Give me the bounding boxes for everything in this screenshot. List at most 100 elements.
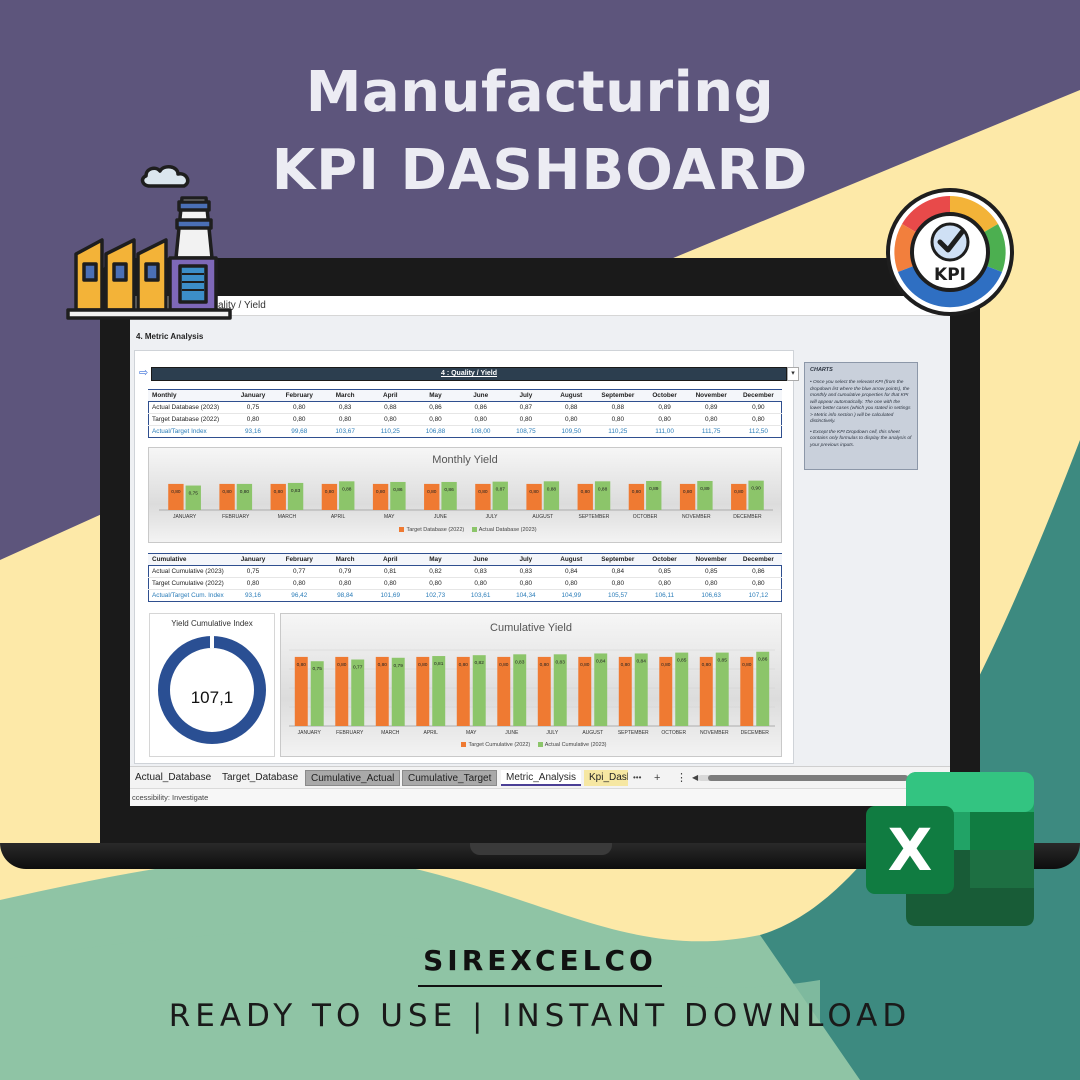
table-cell[interactable]: 103,61 bbox=[458, 589, 504, 602]
table-cell[interactable]: 0,80 bbox=[641, 413, 688, 426]
table-cell[interactable]: 103,67 bbox=[322, 425, 368, 438]
tab-kpi-dashboard[interactable]: Kpi_Dash bbox=[584, 770, 628, 786]
table-cell[interactable]: 93,16 bbox=[229, 589, 277, 602]
table-cell[interactable]: 0,85 bbox=[641, 565, 688, 578]
table-cell[interactable]: 111,75 bbox=[687, 425, 735, 438]
table-cell[interactable]: 0,80 bbox=[458, 413, 504, 426]
table-cell[interactable]: 0,75 bbox=[229, 401, 277, 414]
table-cell[interactable]: 101,69 bbox=[367, 589, 413, 602]
table-cell[interactable]: 0,80 bbox=[503, 577, 549, 590]
table-cell[interactable]: 0,80 bbox=[322, 413, 368, 426]
table-cell[interactable]: 0,80 bbox=[641, 577, 688, 590]
kpi-dropdown[interactable]: 4 : Quality / Yield bbox=[151, 367, 787, 381]
table-cell[interactable]: 0,80 bbox=[276, 401, 323, 414]
table-cell[interactable]: 0,88 bbox=[594, 401, 642, 414]
table-cell[interactable]: 0,80 bbox=[322, 577, 368, 590]
table-cell[interactable]: 0,80 bbox=[458, 577, 504, 590]
table-cell[interactable]: 0,89 bbox=[687, 401, 735, 414]
table-cell[interactable]: 102,73 bbox=[412, 589, 459, 602]
table-cell[interactable]: 99,68 bbox=[276, 425, 323, 438]
table-cell[interactable]: 110,25 bbox=[367, 425, 413, 438]
accessibility-status[interactable]: ccessibility: Investigate bbox=[132, 793, 209, 802]
table-cell[interactable]: 106,11 bbox=[641, 589, 688, 602]
table-cell[interactable]: 0,89 bbox=[641, 401, 688, 414]
table-cell[interactable]: 107,12 bbox=[734, 589, 782, 602]
table-cell[interactable]: 112,50 bbox=[734, 425, 782, 438]
table-cell[interactable]: 0,80 bbox=[734, 413, 782, 426]
formula-bar[interactable]: ality / Yield bbox=[130, 296, 950, 316]
table-cell[interactable]: 0,80 bbox=[687, 413, 735, 426]
table-cell[interactable]: 0,84 bbox=[548, 565, 595, 578]
tab-metric-analysis[interactable]: Metric_Analysis bbox=[501, 770, 582, 786]
more-tabs-icon[interactable]: ••• bbox=[633, 773, 642, 782]
table-cell[interactable]: 0,80 bbox=[276, 577, 323, 590]
table-cell[interactable]: 0,80 bbox=[412, 577, 459, 590]
table-cell[interactable]: 104,34 bbox=[503, 589, 549, 602]
table-cell[interactable]: 0,86 bbox=[734, 565, 782, 578]
table-cell[interactable]: 0,84 bbox=[594, 565, 642, 578]
hero-title-line1: Manufacturing bbox=[305, 60, 775, 125]
table-cell[interactable]: 110,25 bbox=[594, 425, 642, 438]
analysis-panel: ⇨ 4 : Quality / Yield ▾ Monthly January F… bbox=[134, 350, 799, 764]
table-cell[interactable]: 0,88 bbox=[548, 401, 595, 414]
kpi-gauge-icon: KPI bbox=[886, 188, 1014, 316]
bar-data-label: 0,88 bbox=[342, 486, 352, 492]
table-cell[interactable]: 93,16 bbox=[229, 425, 277, 438]
tab-target-database[interactable]: Target_Database bbox=[222, 772, 299, 783]
table-cell[interactable]: 0,80 bbox=[594, 577, 642, 590]
table-cell[interactable]: 0,80 bbox=[367, 577, 413, 590]
table-cell[interactable]: 104,99 bbox=[548, 589, 595, 602]
tab-cumulative-actual[interactable]: Cumulative_Actual bbox=[305, 770, 401, 786]
month-header: March bbox=[322, 389, 368, 402]
table-cell[interactable]: 108,00 bbox=[458, 425, 504, 438]
table-header-row: Monthly January February March April May June… bbox=[148, 389, 782, 402]
table-cell[interactable]: 0,83 bbox=[503, 565, 549, 578]
chart-bar bbox=[219, 483, 235, 510]
legend-label: Actual Database (2023) bbox=[478, 527, 537, 533]
table-cell[interactable]: 0,80 bbox=[503, 413, 549, 426]
scroll-left-icon[interactable]: ◀ bbox=[692, 773, 699, 782]
table-cell[interactable]: 0,75 bbox=[229, 565, 277, 578]
table-cell[interactable]: 0,80 bbox=[548, 413, 595, 426]
table-cell[interactable]: 0,79 bbox=[322, 565, 368, 578]
table-cell[interactable]: 0,80 bbox=[229, 577, 277, 590]
table-cell[interactable]: 0,80 bbox=[594, 413, 642, 426]
horizontal-scrollbar[interactable] bbox=[698, 775, 942, 781]
table-cell[interactable]: 0,88 bbox=[367, 401, 413, 414]
table-cell[interactable]: 0,80 bbox=[734, 577, 782, 590]
sheet-menu-icon[interactable]: ⋮ bbox=[676, 772, 687, 784]
table-cell[interactable]: 0,83 bbox=[458, 565, 504, 578]
tab-cumulative-target[interactable]: Cumulative_Target bbox=[402, 770, 498, 786]
table-cell[interactable]: 0,85 bbox=[687, 565, 735, 578]
table-cell[interactable]: 0,82 bbox=[412, 565, 459, 578]
x-tick-label: MAY bbox=[384, 514, 395, 520]
table-cell[interactable]: 109,50 bbox=[548, 425, 595, 438]
table-cell[interactable]: 105,57 bbox=[594, 589, 642, 602]
table-cell[interactable]: 0,80 bbox=[229, 413, 277, 426]
month-header: February bbox=[276, 553, 323, 566]
add-sheet-icon[interactable]: + bbox=[654, 772, 661, 784]
table-cell[interactable]: 0,86 bbox=[458, 401, 504, 414]
table-cell[interactable]: 0,81 bbox=[367, 565, 413, 578]
table-cell[interactable]: 0,80 bbox=[367, 413, 413, 426]
table-cell[interactable]: 0,80 bbox=[687, 577, 735, 590]
table-cell[interactable]: 106,88 bbox=[412, 425, 459, 438]
table-cell[interactable]: 0,77 bbox=[276, 565, 323, 578]
scrollbar-thumb[interactable] bbox=[708, 775, 908, 781]
chevron-down-icon[interactable]: ▾ bbox=[787, 367, 799, 381]
tab-actual-database[interactable]: Actual_Database bbox=[135, 772, 212, 783]
table-cell[interactable]: 108,75 bbox=[503, 425, 549, 438]
table-cell[interactable]: 0,87 bbox=[503, 401, 549, 414]
table-cell[interactable]: 106,63 bbox=[687, 589, 735, 602]
table-cell[interactable]: 0,80 bbox=[548, 577, 595, 590]
table-cell[interactable]: 111,00 bbox=[641, 425, 688, 438]
table-cell[interactable]: 0,83 bbox=[322, 401, 368, 414]
table-cell[interactable]: 0,86 bbox=[412, 401, 459, 414]
table-row: Target Database (2022) 0,80 0,80 0,80 0,80 0,… bbox=[148, 413, 782, 426]
month-header: June bbox=[458, 553, 504, 566]
table-cell[interactable]: 98,84 bbox=[322, 589, 368, 602]
table-cell[interactable]: 0,80 bbox=[276, 413, 323, 426]
table-cell[interactable]: 96,42 bbox=[276, 589, 323, 602]
table-cell[interactable]: 0,90 bbox=[734, 401, 782, 414]
table-cell[interactable]: 0,80 bbox=[412, 413, 459, 426]
